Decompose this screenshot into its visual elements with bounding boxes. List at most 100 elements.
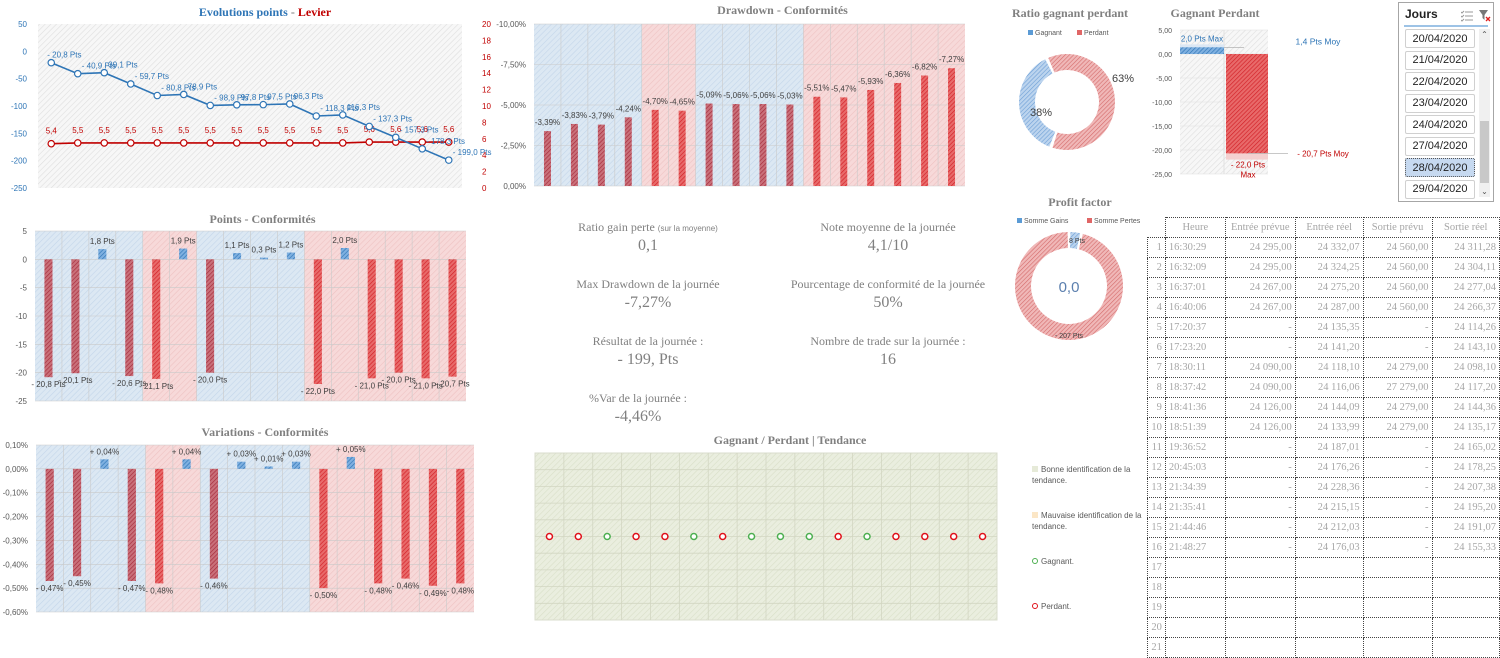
bar [786, 104, 794, 186]
bar-data-label: - 20,7 Pts [435, 380, 469, 389]
table-cell [1362, 617, 1433, 638]
bar [340, 248, 349, 260]
slicer-item[interactable]: 24/04/2020 [1405, 115, 1475, 134]
evolution-title-levier: Levier [297, 5, 332, 19]
levier-marker [206, 139, 215, 147]
bar [374, 468, 383, 584]
table-cell: - [1362, 477, 1433, 498]
row-index: 1 [1147, 237, 1166, 258]
kpi-ratio-note: (sur la moyenne) [657, 224, 718, 233]
ratio-chart-title: Ratio gagnant perdant [1011, 6, 1128, 20]
table-cell: 24 143,10 [1431, 337, 1500, 358]
perdant-moy-label: - 20,7 Pts Moy [1297, 149, 1349, 158]
table-cell: 17:23:20 [1164, 337, 1226, 358]
table-cell: 24 279,00 [1362, 417, 1433, 438]
table-cell: 24 126,00 [1224, 417, 1296, 438]
levier-marker [126, 139, 135, 147]
bar [125, 259, 134, 377]
bar-data-label: - 21,1 Pts [139, 382, 173, 391]
table-cell: 24 295,00 [1224, 237, 1296, 258]
table-cell: - [1362, 317, 1433, 338]
bar [705, 103, 713, 186]
table-cell: 18:37:42 [1164, 377, 1226, 398]
bar-data-label: - 0,50% [310, 591, 338, 600]
bar [72, 468, 82, 577]
y-tick: -7,50% [501, 61, 526, 70]
bar [152, 259, 161, 379]
slicer-item[interactable]: 21/04/2020 [1405, 50, 1475, 70]
table-row: 5 17:20:37-24 135,35-24 114,26 [1147, 317, 1500, 338]
table-cell: - [1224, 457, 1296, 478]
bar [759, 104, 767, 186]
legend-loss: Perdant. [1032, 601, 1071, 612]
bar [264, 466, 273, 469]
table-cell [1431, 577, 1500, 598]
table-cell [1431, 597, 1500, 618]
outcome-marker-loss [574, 532, 583, 541]
table-cell [1164, 597, 1226, 618]
y-tick: -20 [15, 369, 27, 378]
y-right-tick: 10 [482, 102, 491, 111]
table-cell: 16:30:29 [1164, 237, 1226, 258]
legend-good-swatch [1032, 466, 1038, 472]
outcome-marker-loss [892, 532, 900, 541]
bar-data-label: -5,51% [804, 84, 829, 93]
levier-data-label: 5,4 [46, 127, 58, 136]
y-tick: -10,00 [1152, 100, 1172, 107]
clear-filter-icon[interactable] [1479, 7, 1491, 22]
slicer-item[interactable]: 27/04/2020 [1405, 136, 1475, 156]
y-tick: -10,00% [496, 20, 526, 29]
header-entree-prevue: Entrée prévue [1224, 217, 1296, 238]
bar [428, 468, 438, 586]
y-tick: 5,00 [1158, 28, 1172, 35]
table-cell: - [1362, 437, 1433, 458]
multi-select-icon[interactable] [1460, 7, 1473, 22]
bar [543, 131, 551, 186]
table-cell [1431, 557, 1500, 578]
bar [678, 110, 686, 186]
bar-data-label: -5,06% [750, 91, 775, 100]
levier-data-label: 5,5 [152, 126, 164, 135]
slicer-item[interactable]: 20/04/2020 [1405, 29, 1475, 48]
y-tick: -10 [15, 312, 27, 321]
scroll-down-icon[interactable]: ⌄ [1481, 187, 1488, 196]
kpi-ratio-label: Ratio gain perte (sur la moyenne) [538, 220, 758, 235]
slicer-scrollbar[interactable]: ⌃ ⌄ [1479, 29, 1490, 197]
row-index: 4 [1147, 297, 1166, 318]
table-cell [1224, 597, 1296, 618]
table-row: 17 [1147, 557, 1500, 578]
bar-data-label: -4,70% [643, 97, 668, 106]
points-data-label: - 80,8 Pts [161, 84, 195, 93]
points-chart-title: Points - Conformités [209, 212, 316, 226]
levier-marker [444, 138, 453, 146]
table-cell: - [1224, 537, 1296, 558]
y-left-tick: 0 [23, 47, 28, 56]
legend-win-text: Gagnant. [1041, 557, 1074, 566]
table-cell [1224, 557, 1296, 578]
slicer-scroll-thumb[interactable] [1480, 121, 1489, 183]
bar [44, 259, 53, 378]
table-cell: 24 275,20 [1294, 277, 1364, 298]
y-right-tick: 16 [482, 53, 491, 62]
table-cell: 24 133,99 [1294, 417, 1364, 438]
kpi-maxdd-value: -7,27% [624, 294, 672, 311]
table-cell: 24 135,17 [1431, 417, 1500, 438]
slicer-item[interactable]: 29/04/2020 [1405, 179, 1475, 199]
table-row: 18 [1147, 577, 1500, 598]
scroll-up-icon[interactable]: ⌃ [1481, 30, 1488, 39]
row-index: 17 [1147, 557, 1166, 578]
points-data-label: - 98,9 Pts [214, 93, 248, 102]
bar [732, 104, 740, 186]
slicer-item[interactable]: 22/04/2020 [1405, 72, 1475, 91]
table-cell: - [1224, 477, 1296, 498]
bar-data-label: 1,8 Pts [90, 237, 115, 246]
plot-area [38, 24, 462, 188]
slicer-item[interactable]: 28/04/2020 [1405, 158, 1475, 177]
slicer-header-line [1404, 25, 1488, 27]
donut-label: - 207 Pts [1055, 333, 1084, 340]
bar-data-label: - 20,6 Pts [112, 379, 146, 388]
slicer-item[interactable]: 23/04/2020 [1405, 93, 1475, 113]
bar-data-label: 2,0 Pts [332, 236, 357, 245]
perdant-max-label: - 22,0 Pts [1231, 161, 1265, 170]
points-data-label: 78,9 Pts [188, 82, 217, 91]
